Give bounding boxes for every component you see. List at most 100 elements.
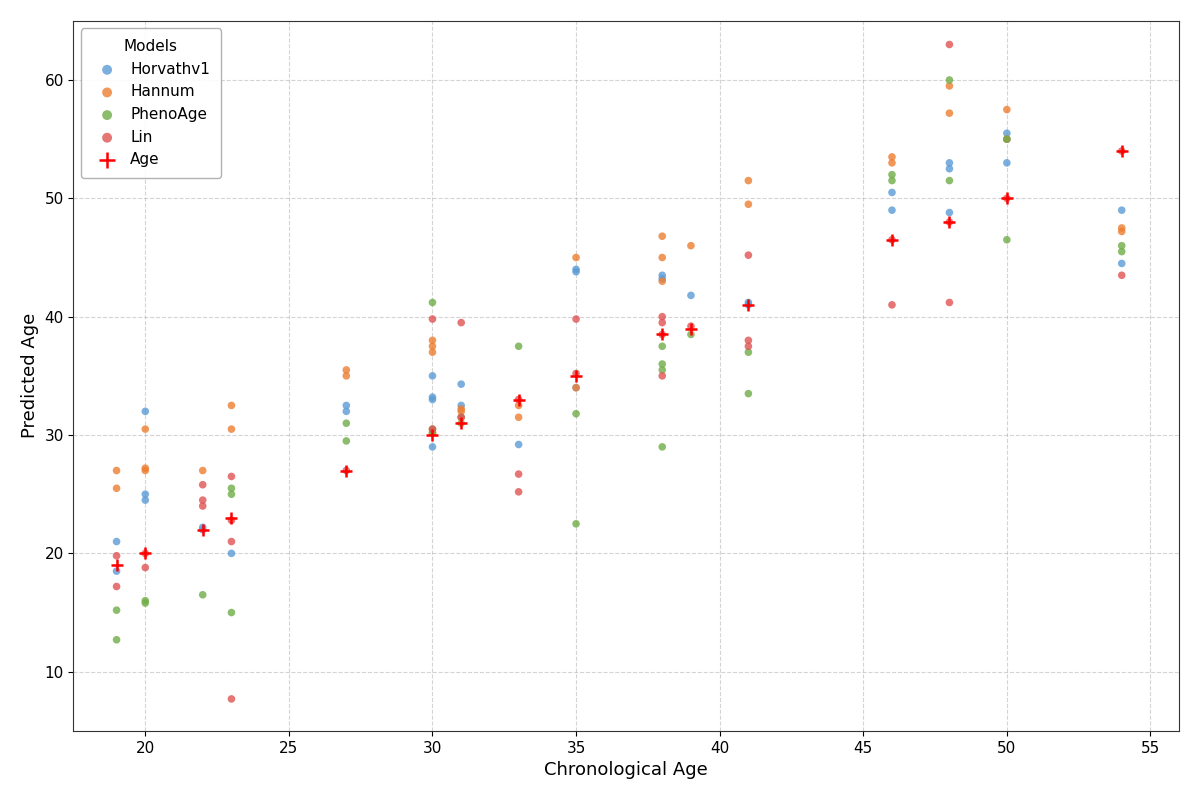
- Lin: [566, 313, 586, 326]
- Age: [451, 417, 470, 430]
- Horvathv1: [940, 206, 959, 219]
- Hannum: [422, 334, 442, 346]
- Lin: [222, 470, 241, 483]
- Horvathv1: [107, 565, 126, 578]
- Horvathv1: [566, 263, 586, 276]
- Lin: [682, 320, 701, 333]
- Hannum: [136, 462, 155, 474]
- Hannum: [682, 239, 701, 252]
- Lin: [451, 411, 470, 424]
- Age: [107, 559, 126, 572]
- Hannum: [509, 399, 528, 412]
- Horvathv1: [422, 393, 442, 406]
- Lin: [222, 514, 241, 526]
- Hannum: [739, 198, 758, 210]
- PhenoAge: [337, 434, 356, 447]
- Hannum: [136, 464, 155, 477]
- Lin: [566, 367, 586, 380]
- Horvathv1: [136, 488, 155, 501]
- Age: [653, 328, 672, 341]
- PhenoAge: [997, 234, 1016, 246]
- Hannum: [997, 133, 1016, 146]
- Lin: [193, 500, 212, 513]
- Lin: [882, 298, 901, 311]
- Hannum: [940, 79, 959, 92]
- Hannum: [566, 382, 586, 394]
- Lin: [107, 580, 126, 593]
- PhenoAge: [653, 441, 672, 454]
- Horvathv1: [653, 269, 672, 282]
- Lin: [451, 316, 470, 329]
- Age: [566, 370, 586, 382]
- Horvathv1: [882, 186, 901, 199]
- Y-axis label: Predicted Age: Predicted Age: [20, 314, 38, 438]
- Hannum: [222, 422, 241, 435]
- Horvathv1: [337, 405, 356, 418]
- Age: [1112, 145, 1132, 158]
- Lin: [222, 535, 241, 548]
- Horvathv1: [136, 405, 155, 418]
- PhenoAge: [422, 426, 442, 439]
- Lin: [940, 216, 959, 229]
- Legend: Horvathv1, Hannum, PhenoAge, Lin, Age: Horvathv1, Hannum, PhenoAge, Lin, Age: [82, 29, 221, 178]
- Horvathv1: [997, 127, 1016, 140]
- Lin: [653, 310, 672, 323]
- PhenoAge: [222, 482, 241, 494]
- Age: [882, 234, 901, 246]
- Horvathv1: [422, 370, 442, 382]
- PhenoAge: [739, 346, 758, 358]
- PhenoAge: [653, 358, 672, 370]
- Lin: [882, 234, 901, 246]
- PhenoAge: [451, 411, 470, 424]
- Lin: [422, 422, 442, 435]
- Age: [940, 216, 959, 229]
- Hannum: [337, 370, 356, 382]
- Horvathv1: [509, 438, 528, 451]
- PhenoAge: [882, 168, 901, 181]
- Hannum: [940, 106, 959, 119]
- PhenoAge: [136, 597, 155, 610]
- Age: [222, 511, 241, 524]
- Age: [682, 322, 701, 335]
- PhenoAge: [653, 340, 672, 353]
- Hannum: [193, 464, 212, 477]
- Lin: [193, 478, 212, 491]
- Horvathv1: [451, 399, 470, 412]
- Hannum: [653, 274, 672, 287]
- PhenoAge: [337, 417, 356, 430]
- Lin: [653, 328, 672, 341]
- Lin: [136, 547, 155, 560]
- Hannum: [451, 402, 470, 415]
- Horvathv1: [739, 296, 758, 309]
- Hannum: [739, 174, 758, 187]
- PhenoAge: [1112, 239, 1132, 252]
- Horvathv1: [107, 535, 126, 548]
- Horvathv1: [566, 382, 586, 394]
- Lin: [222, 693, 241, 706]
- X-axis label: Chronological Age: Chronological Age: [545, 761, 708, 779]
- Age: [193, 523, 212, 536]
- Horvathv1: [653, 273, 672, 286]
- Hannum: [882, 157, 901, 170]
- Lin: [739, 334, 758, 346]
- Horvathv1: [997, 157, 1016, 170]
- PhenoAge: [222, 488, 241, 501]
- Lin: [337, 464, 356, 477]
- PhenoAge: [193, 588, 212, 601]
- PhenoAge: [566, 518, 586, 530]
- Lin: [509, 486, 528, 498]
- Horvathv1: [136, 494, 155, 506]
- Horvathv1: [337, 399, 356, 412]
- Hannum: [337, 363, 356, 376]
- Horvathv1: [940, 162, 959, 175]
- Horvathv1: [566, 266, 586, 278]
- PhenoAge: [940, 74, 959, 86]
- Horvathv1: [193, 523, 212, 536]
- Hannum: [1112, 225, 1132, 238]
- Horvathv1: [422, 390, 442, 403]
- Horvathv1: [193, 521, 212, 534]
- Hannum: [136, 422, 155, 435]
- PhenoAge: [940, 174, 959, 187]
- PhenoAge: [882, 174, 901, 187]
- Lin: [422, 313, 442, 326]
